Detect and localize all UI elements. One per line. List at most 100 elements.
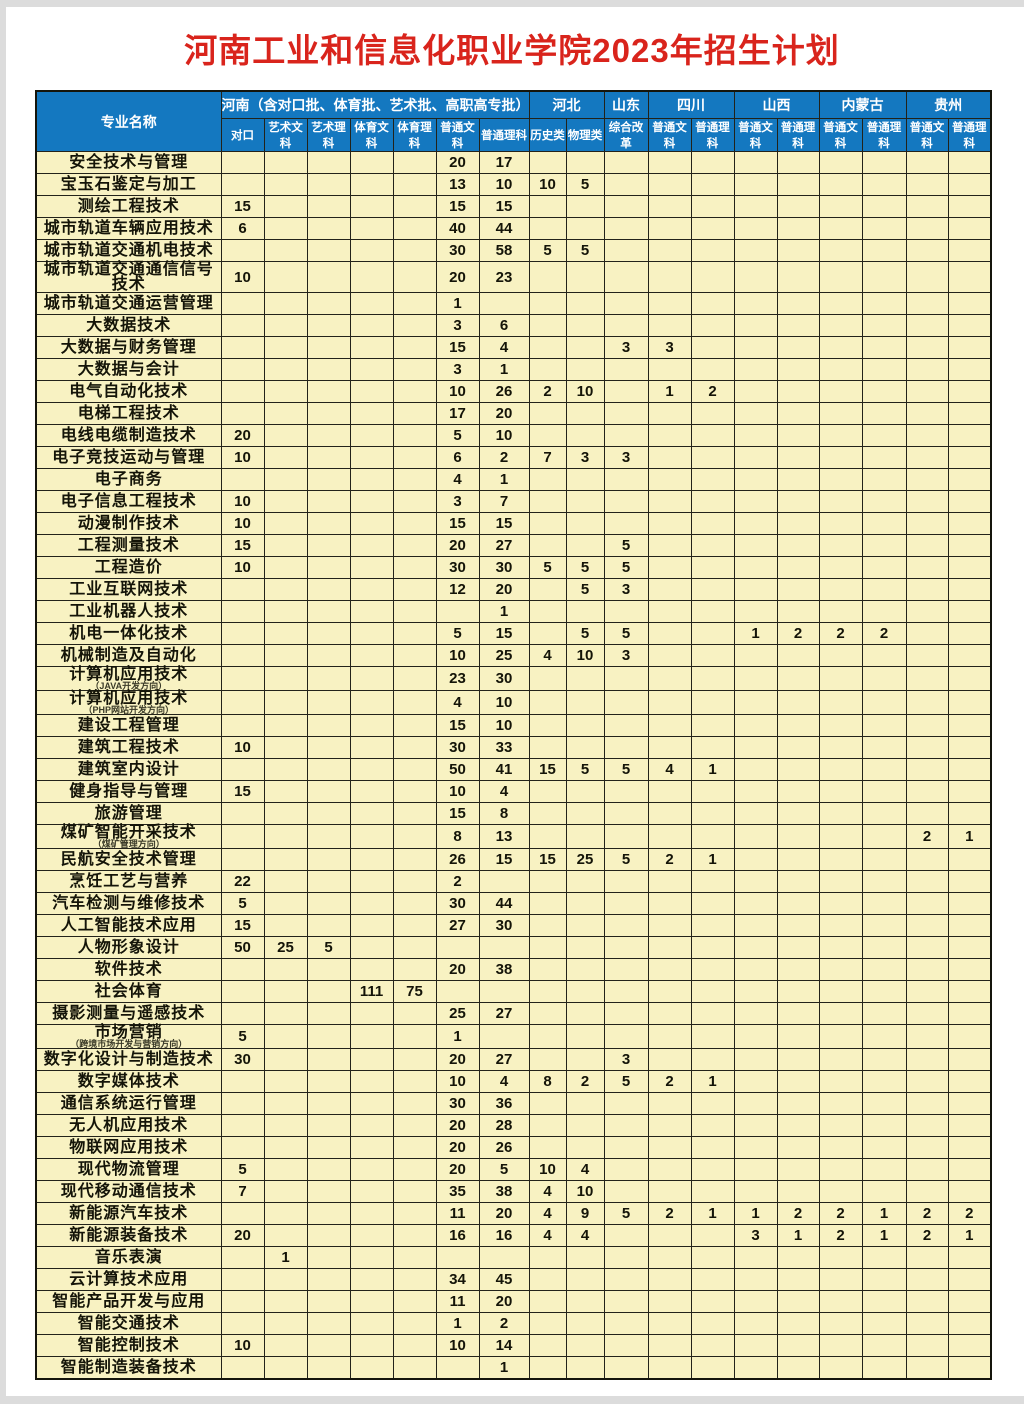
value-cell [690, 1356, 735, 1380]
value-cell [947, 380, 992, 403]
value-cell: 2 [905, 1202, 949, 1225]
table-row: 建筑工程技术 10 30 33 [35, 736, 992, 759]
value-cell: 10 [478, 424, 530, 447]
major-name-text: 计算机应用技术 [69, 690, 189, 707]
value-cell [565, 914, 605, 937]
value-cell [392, 1290, 437, 1313]
value-cell [733, 1356, 778, 1380]
value-cell [947, 1268, 992, 1291]
value-cell [861, 261, 907, 293]
value-cell [905, 578, 949, 601]
value-cell [263, 848, 308, 871]
value-cell [528, 666, 567, 691]
value-cell [603, 714, 649, 737]
value-cell [947, 1048, 992, 1071]
value-cell [818, 151, 863, 174]
value-cell [861, 690, 907, 715]
major-name-text: 数字化设计与制造技术 [43, 1051, 214, 1068]
value-cell: 11 [435, 1290, 480, 1313]
value-cell: 20 [478, 1290, 530, 1313]
value-cell [392, 1202, 437, 1225]
value-cell [647, 151, 692, 174]
major-name-cell: 工程测量技术 [35, 534, 222, 557]
value-cell [392, 380, 437, 403]
value-cell [306, 402, 351, 425]
value-cell [603, 1224, 649, 1247]
value-cell [528, 358, 567, 381]
value-cell [647, 358, 692, 381]
value-cell [818, 1048, 863, 1071]
value-cell [220, 824, 265, 849]
value-cell [392, 446, 437, 469]
value-cell: 20 [478, 578, 530, 601]
value-cell: 13 [478, 824, 530, 849]
value-cell [818, 936, 863, 959]
major-name-cell: 电子商务 [35, 468, 222, 491]
value-cell [603, 1158, 649, 1181]
value-cell [528, 1268, 567, 1291]
value-cell: 1 [647, 380, 692, 403]
value-cell [818, 758, 863, 781]
major-name-text: 煤矿智能开采技术 [60, 824, 197, 841]
value-cell: 17 [435, 402, 480, 425]
major-name-cell: 音乐表演 [35, 1246, 222, 1269]
table-row: 机电一体化技术 5 15 5 5 1 2 2 2 [35, 622, 992, 645]
value-cell [603, 358, 649, 381]
value-cell [220, 690, 265, 715]
value-cell [690, 690, 735, 715]
value-cell [392, 870, 437, 893]
value-cell [263, 1092, 308, 1115]
value-cell [733, 644, 778, 667]
value-cell [818, 600, 863, 623]
value-cell [905, 1356, 949, 1380]
value-cell [776, 261, 820, 293]
value-cell [220, 1202, 265, 1225]
value-cell [349, 490, 394, 513]
value-cell [349, 1092, 394, 1115]
major-name-text: 现代物流管理 [77, 1161, 180, 1178]
value-cell [306, 1024, 351, 1049]
table-row: 城市轨道车辆应用技术 6 40 44 [35, 217, 992, 240]
major-name-text: 大数据技术 [86, 317, 172, 334]
value-cell [776, 714, 820, 737]
major-name-cell: 社会体育 [35, 980, 222, 1003]
value-cell [603, 802, 649, 825]
value-cell [690, 892, 735, 915]
value-cell: 5 [603, 1070, 649, 1093]
value-cell [733, 958, 778, 981]
value-cell [263, 261, 308, 293]
value-cell [349, 534, 394, 557]
value-cell [349, 402, 394, 425]
value-cell [263, 980, 308, 1003]
value-cell: 2 [647, 1070, 692, 1093]
major-name-text: 社会体育 [94, 983, 163, 1000]
value-cell [861, 980, 907, 1003]
value-cell: 5 [478, 1158, 530, 1181]
value-cell [392, 195, 437, 218]
major-name-text: 智能控制技术 [77, 1337, 180, 1354]
value-cell [392, 644, 437, 667]
value-cell [263, 622, 308, 645]
value-cell [392, 1114, 437, 1137]
value-cell [349, 690, 394, 715]
value-cell [647, 195, 692, 218]
value-cell: 1 [733, 1202, 778, 1225]
value-cell [263, 1180, 308, 1203]
value-cell [306, 1356, 351, 1380]
value-cell: 27 [478, 1048, 530, 1071]
value-cell [349, 892, 394, 915]
value-cell [392, 666, 437, 691]
value-cell [647, 1334, 692, 1357]
value-cell [263, 173, 308, 196]
value-cell [220, 714, 265, 737]
value-cell: 10 [435, 380, 480, 403]
value-cell [220, 980, 265, 1003]
value-cell [603, 1246, 649, 1269]
value-cell [349, 1290, 394, 1313]
major-name-text: 工业机器人技术 [69, 603, 189, 620]
value-cell [690, 173, 735, 196]
value-cell [690, 644, 735, 667]
value-cell: 20 [435, 151, 480, 174]
value-cell [220, 1290, 265, 1313]
value-cell [861, 1246, 907, 1269]
